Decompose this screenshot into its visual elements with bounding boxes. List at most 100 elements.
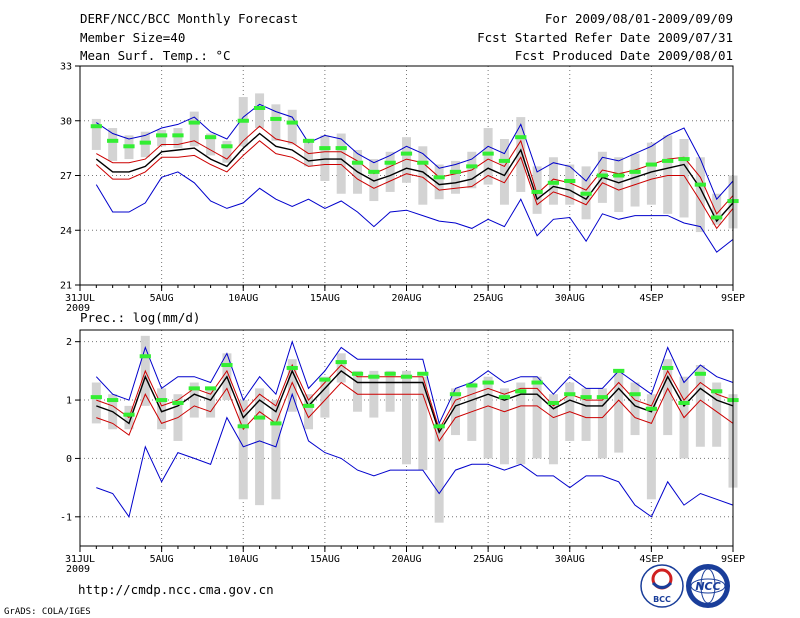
temp-observed-marker	[678, 157, 690, 162]
ncc-logo: NCC	[686, 564, 730, 608]
temp-series-min	[95, 171, 734, 253]
temp-observed-marker	[629, 169, 641, 174]
prec-observed-marker	[515, 389, 527, 394]
temp-observed-marker	[302, 138, 315, 143]
temp-spread-bar	[320, 135, 330, 181]
prec-observed-marker	[482, 380, 494, 385]
prec-x-tick-label: 9SEP	[721, 554, 745, 565]
temp-observed-marker	[547, 180, 560, 185]
prec-spread-bar	[189, 382, 199, 418]
temp-spread-bar	[712, 193, 722, 225]
temp-spread-bar	[157, 129, 167, 147]
prec-observed-marker	[531, 380, 543, 385]
temp-x-tick-label: 10AUG	[228, 293, 258, 304]
temp-observed-marker	[107, 138, 119, 143]
prec-observed-marker	[172, 400, 184, 405]
temp-observed-marker	[221, 144, 233, 149]
temp-observed-marker	[319, 146, 331, 151]
temp-observed-marker	[123, 144, 135, 149]
prec-observed-marker	[645, 406, 657, 411]
forecast-period: For 2009/08/01-2009/09/09	[545, 11, 733, 26]
temp-spread-bar	[385, 151, 395, 192]
prec-observed-marker	[319, 377, 331, 382]
prec-spread-bar	[336, 353, 346, 383]
member-size: Member Size=40	[80, 30, 185, 45]
prec-observed-marker	[580, 395, 592, 400]
temp-spread-bar	[369, 159, 379, 202]
prec-observed-marker	[286, 365, 298, 370]
temp-y-tick-label: 21	[60, 281, 72, 292]
temp-observed-marker	[90, 124, 102, 129]
prec-x-tick-label: 10AUG	[228, 554, 258, 565]
temp-spread-bar	[418, 146, 428, 205]
prec-spread-bar	[646, 394, 656, 500]
temp-observed-marker	[694, 182, 706, 187]
temp-observed-marker	[188, 120, 200, 125]
prec-spread-bar	[450, 388, 460, 436]
temp-y-tick-label: 27	[60, 171, 72, 182]
prec-x-tick-label: 25AUG	[473, 554, 503, 565]
ncc-logo-text: NCC	[695, 580, 720, 593]
temp-observed-marker	[596, 173, 609, 178]
prec-spread-bar	[402, 370, 411, 465]
temp-y-tick-label: 30	[60, 116, 72, 127]
fcst-started-date: Fcst Started Refer Date 2009/07/31	[477, 30, 733, 45]
prec-observed-marker	[596, 395, 609, 400]
temp-observed-marker	[417, 160, 429, 165]
temp-observed-marker	[498, 158, 511, 163]
temp-spread-bar	[91, 118, 101, 150]
temp-x-tick-label: 4SEP	[639, 293, 663, 304]
prec-spread-bar	[630, 382, 640, 436]
temp-observed-marker	[270, 116, 282, 121]
prec-observed-marker	[123, 412, 135, 417]
temp-spread-bar	[271, 104, 281, 141]
prec-spread-bar	[695, 365, 705, 447]
prec-observed-marker	[547, 400, 560, 405]
prec-spread-bar	[434, 423, 444, 523]
temp-spread-bar	[336, 133, 346, 194]
prec-observed-marker	[711, 389, 723, 394]
prec-series-mean	[96, 369, 734, 434]
prec-spread-bar	[255, 388, 265, 506]
temp-spread-bar	[173, 128, 183, 149]
temp-observed-marker	[172, 133, 184, 138]
prec-spread-bar	[91, 382, 101, 424]
temp-spread-bar	[255, 93, 265, 129]
bcc-logo: BCC	[640, 564, 684, 608]
temp-observed-marker	[335, 146, 347, 151]
temp-spread-bar	[565, 164, 575, 205]
temp-observed-marker	[139, 140, 151, 145]
prec-y-tick-label: -1	[60, 512, 72, 523]
prec-spread-bar	[271, 400, 281, 500]
prec-observed-marker	[335, 360, 347, 365]
temp-series-lower	[95, 140, 734, 230]
prec-x-tick-label: 31JUL	[65, 554, 95, 565]
temperature-panel: 21 24 27 30 33 31JUL 5AUG 10AUG 15AUG 20AUG 25AUG 3…	[60, 62, 745, 315]
temp-series-mean	[95, 132, 734, 223]
source-url[interactable]: http://cmdp.ncc.cma.gov.cn	[78, 582, 274, 597]
prec-x-tick-label: 30AUG	[555, 554, 585, 565]
prec-observed-marker	[90, 395, 102, 400]
temp-spread-bar	[434, 164, 444, 200]
temp-observed-marker	[564, 178, 576, 183]
temp-observed-marker	[400, 151, 413, 156]
prec-spread-bar	[516, 382, 526, 465]
temp-series-max	[96, 103, 734, 201]
temp-spread-bar	[108, 128, 118, 161]
prec-observed-marker	[302, 403, 315, 408]
prec-spread-bar	[483, 376, 493, 459]
precipitation-panel: -1 0 1 2 31JUL 5AUG 10AUG 15AUG 20AUG 25AUG 30AUG 4…	[60, 329, 745, 575]
prec-observed-marker	[678, 400, 690, 405]
temp-spread-bar	[695, 157, 705, 233]
prec-spread-bar	[287, 359, 297, 412]
temp-x-tick-label: 25AUG	[473, 293, 503, 304]
prec-spread-bar	[581, 388, 591, 441]
prec-spread-bar	[238, 400, 248, 500]
prec-spread-bar	[499, 388, 509, 465]
prec-spread-bar	[663, 359, 673, 436]
temp-observed-marker	[449, 169, 462, 174]
prec-observed-marker	[564, 392, 576, 397]
prec-spread-bar	[304, 394, 314, 430]
temp-x-tick-label: 30AUG	[555, 293, 585, 304]
temp-spread-bar	[287, 109, 297, 145]
